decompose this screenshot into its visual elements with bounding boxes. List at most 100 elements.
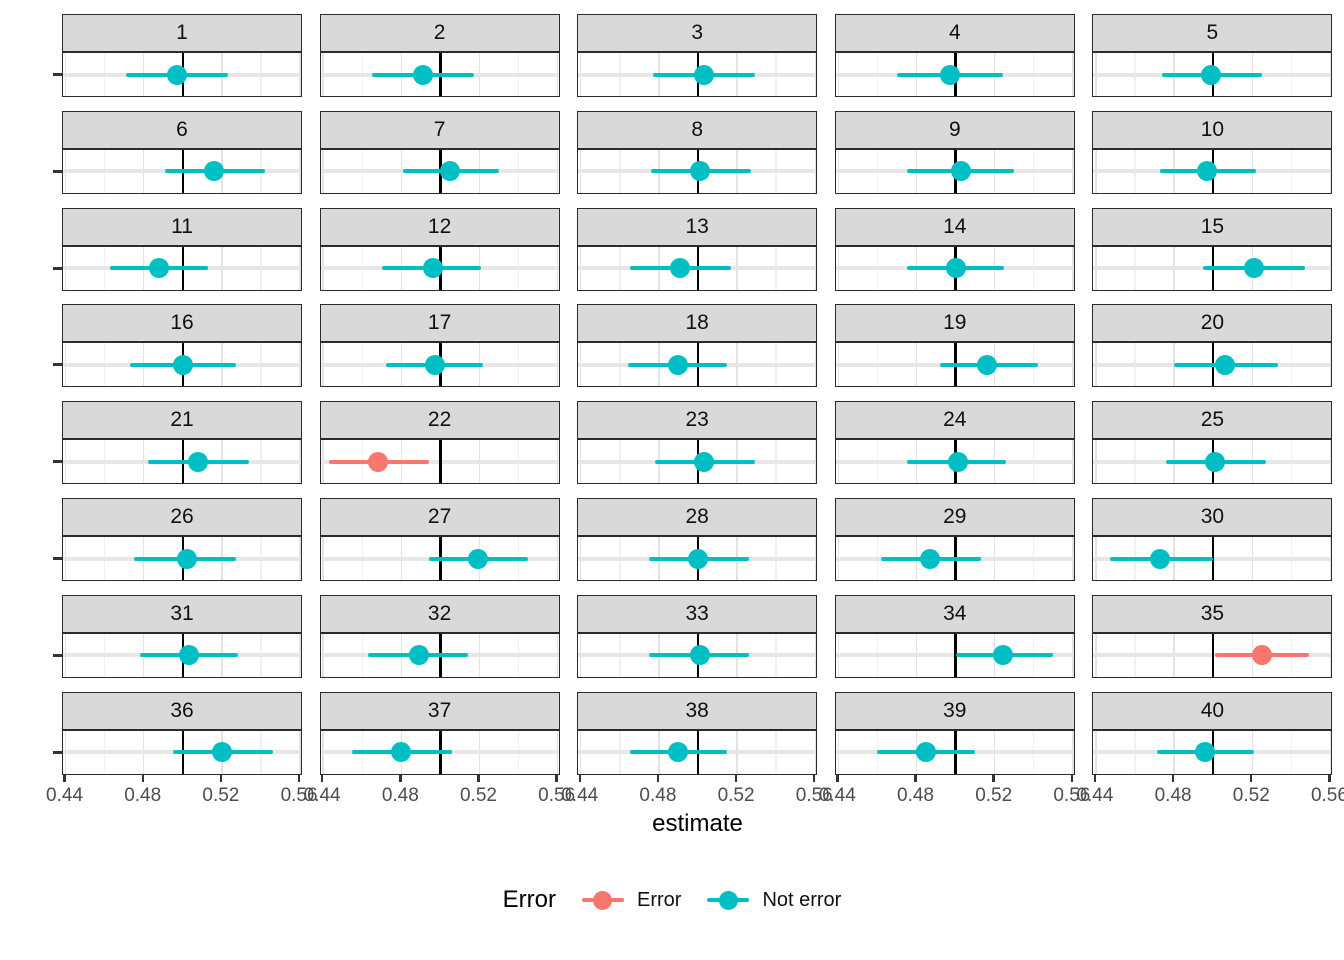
facet-strip-label: 13 xyxy=(685,214,709,238)
facet-strip-label: 38 xyxy=(685,698,709,722)
facet-strip: 33 xyxy=(577,594,818,633)
facet-strip: 23 xyxy=(577,401,818,440)
facet-strip-label: 33 xyxy=(685,601,709,625)
x-axis-tick-label: 0.56 xyxy=(795,784,833,806)
facet-panel xyxy=(577,729,818,775)
facet-panel xyxy=(834,729,1075,775)
not-error-point-icon xyxy=(707,889,750,911)
facet-strip: 39 xyxy=(834,691,1075,730)
facet-strip-label: 14 xyxy=(943,214,967,238)
x-axis-tick xyxy=(914,774,917,782)
x-axis-tick-label: 0.48 xyxy=(639,784,677,806)
facet-panel xyxy=(1092,439,1333,485)
facet-panel xyxy=(834,52,1075,97)
x-axis-tick xyxy=(813,774,816,782)
facet-strip-label: 37 xyxy=(427,698,452,722)
point-estimate xyxy=(689,161,710,182)
facet-panel xyxy=(1092,52,1333,97)
x-axis-tick xyxy=(555,774,558,782)
x-axis-tick xyxy=(836,774,839,782)
x-axis-tick-label: 0.44 xyxy=(818,784,856,806)
point-estimate xyxy=(687,548,708,569)
point-estimate xyxy=(1197,161,1218,182)
point-estimate xyxy=(188,451,209,472)
facet-strip-label: 36 xyxy=(170,698,194,722)
facet-strip-label: 27 xyxy=(427,505,452,528)
facet-strip: 28 xyxy=(577,498,818,536)
facet-panel xyxy=(834,245,1075,291)
facet-strip: 7 xyxy=(319,110,560,149)
point-estimate xyxy=(1205,451,1226,472)
x-axis-tick-label: 0.44 xyxy=(1076,784,1114,806)
facet-strip-label: 17 xyxy=(427,311,452,335)
x-axis-tick-label: 0.44 xyxy=(46,784,84,806)
facet-strip-label: 28 xyxy=(685,505,709,528)
point-estimate xyxy=(176,548,197,569)
point-estimate xyxy=(166,64,187,85)
facet-strip: 15 xyxy=(1092,207,1333,246)
legend-key-not-error: Not error xyxy=(707,889,841,912)
point-estimate xyxy=(992,645,1013,666)
x-axis-tick xyxy=(219,774,223,782)
x-axis-tick-label: 0.56 xyxy=(280,784,318,806)
point-estimate xyxy=(440,161,461,182)
facet-strip: 4 xyxy=(834,14,1075,52)
facet-panel xyxy=(834,632,1075,678)
legend: Error Error Not error xyxy=(0,886,1344,914)
facet-strip-label: 25 xyxy=(1200,408,1225,432)
point-estimate xyxy=(204,161,225,182)
facet-strip-label: 22 xyxy=(427,408,452,432)
facet-strip-label: 12 xyxy=(427,214,452,238)
x-axis-tick-label: 0.48 xyxy=(381,784,419,806)
facet-strip-label: 18 xyxy=(685,311,709,335)
point-estimate xyxy=(367,451,388,472)
point-estimate xyxy=(1214,354,1235,375)
facet-strip-label: 8 xyxy=(691,117,704,141)
reference-line xyxy=(1211,537,1215,580)
facet-strip: 30 xyxy=(1092,498,1333,536)
facet-strip: 25 xyxy=(1092,401,1333,440)
point-estimate xyxy=(1201,64,1222,85)
facet-panel xyxy=(577,439,818,485)
point-estimate xyxy=(1244,258,1265,279)
point-estimate xyxy=(693,64,714,85)
facet-panel xyxy=(577,536,818,581)
x-axis-tick-label: 0.52 xyxy=(717,784,755,806)
x-axis-tick xyxy=(63,774,66,782)
point-estimate xyxy=(424,354,445,375)
facet-panel xyxy=(62,632,302,678)
x-axis-tick-label: 0.56 xyxy=(538,784,576,806)
facet-strip-label: 24 xyxy=(943,408,967,432)
facet-strip-label: 21 xyxy=(170,408,194,432)
x-axis-tick xyxy=(578,774,581,782)
facet-panel xyxy=(1092,342,1333,388)
facet-panel xyxy=(1092,729,1333,775)
point-estimate xyxy=(1150,548,1171,569)
facet-strip: 14 xyxy=(834,207,1075,246)
point-estimate xyxy=(947,451,968,472)
y-axis-tick xyxy=(53,653,62,657)
facet-panel xyxy=(62,342,302,388)
facet-panel xyxy=(62,245,302,291)
facet-strip: 10 xyxy=(1092,110,1333,149)
x-axis-tick-label: 0.52 xyxy=(975,784,1013,806)
facet-strip-label: 39 xyxy=(943,698,967,722)
x-axis-tick xyxy=(297,774,301,782)
facet-strip: 6 xyxy=(62,110,302,149)
x-axis-tick-label: 0.56 xyxy=(1053,784,1091,806)
y-axis-tick xyxy=(53,557,62,560)
point-estimate xyxy=(689,645,710,666)
point-estimate xyxy=(1195,742,1216,763)
facet-strip: 24 xyxy=(834,401,1075,440)
facet-strip-label: 26 xyxy=(170,505,194,528)
x-axis-tick-label: 0.56 xyxy=(1310,784,1344,806)
facet-panel xyxy=(577,342,818,388)
facet-strip-label: 4 xyxy=(948,21,961,44)
point-estimate xyxy=(668,742,689,763)
facet-strip: 38 xyxy=(577,691,818,730)
x-axis-tick-label: 0.52 xyxy=(1232,784,1270,806)
reference-line xyxy=(439,440,442,484)
point-estimate xyxy=(945,258,966,279)
facet-strip-label: 19 xyxy=(943,311,967,335)
